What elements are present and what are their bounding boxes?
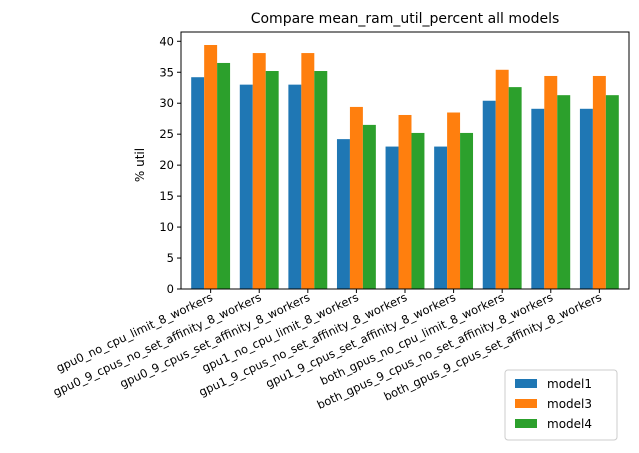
bar-model1-2 bbox=[288, 84, 302, 289]
bar-model1-1 bbox=[239, 84, 253, 289]
chart-title: Compare mean_ram_util_percent all models bbox=[251, 11, 560, 27]
bar-model1-7 bbox=[531, 108, 545, 289]
bar-model3-3 bbox=[349, 106, 363, 290]
y-tick-label: 10 bbox=[159, 220, 174, 234]
y-tick-label: 25 bbox=[159, 127, 174, 141]
legend: model1 model3 model4 bbox=[504, 369, 618, 441]
legend-swatch-model3 bbox=[515, 399, 537, 408]
legend-label-model4: model4 bbox=[547, 417, 592, 431]
bar-model4-1 bbox=[265, 71, 279, 289]
y-tick-label: 40 bbox=[159, 34, 174, 48]
y-axis-label: % util bbox=[133, 148, 147, 182]
bar-model4-6 bbox=[508, 87, 522, 290]
bar-model3-8 bbox=[592, 75, 606, 289]
legend-label-model3: model3 bbox=[547, 397, 592, 411]
bar-model3-7 bbox=[544, 75, 558, 289]
bar-model3-4 bbox=[398, 114, 412, 289]
bar-model1-5 bbox=[434, 146, 448, 289]
bar-model4-4 bbox=[411, 132, 425, 289]
bar-model1-3 bbox=[336, 139, 350, 289]
bar-model3-6 bbox=[495, 69, 509, 289]
legend-label-model1: model1 bbox=[547, 377, 592, 391]
bar-model4-8 bbox=[605, 95, 619, 289]
bar-model1-4 bbox=[385, 146, 399, 289]
y-tick-label: 0 bbox=[167, 282, 174, 296]
bar-model3-5 bbox=[447, 112, 461, 289]
y-tick-label: 30 bbox=[159, 96, 174, 110]
legend-swatch-model1 bbox=[515, 379, 537, 388]
legend-swatch-model4 bbox=[515, 419, 537, 428]
bar-model3-1 bbox=[252, 53, 266, 290]
y-tick-label: 35 bbox=[159, 65, 174, 79]
y-tick-label: 5 bbox=[167, 251, 174, 265]
bar-model4-2 bbox=[314, 71, 328, 289]
bar-model1-8 bbox=[579, 108, 593, 289]
y-ticks-layer: 0 5 10 15 20 25 30 35 40 bbox=[159, 34, 181, 296]
bar-model4-7 bbox=[557, 95, 571, 289]
y-tick-label: 15 bbox=[159, 189, 174, 203]
bars-layer bbox=[191, 45, 619, 290]
bar-model1-6 bbox=[482, 100, 496, 290]
bar-model4-0 bbox=[217, 62, 231, 290]
bar-model3-2 bbox=[301, 53, 315, 290]
bar-model3-0 bbox=[204, 45, 218, 289]
y-tick-label: 20 bbox=[159, 158, 174, 172]
bar-model1-0 bbox=[191, 77, 205, 290]
bar-model4-5 bbox=[460, 132, 474, 289]
bar-model4-3 bbox=[362, 124, 376, 289]
